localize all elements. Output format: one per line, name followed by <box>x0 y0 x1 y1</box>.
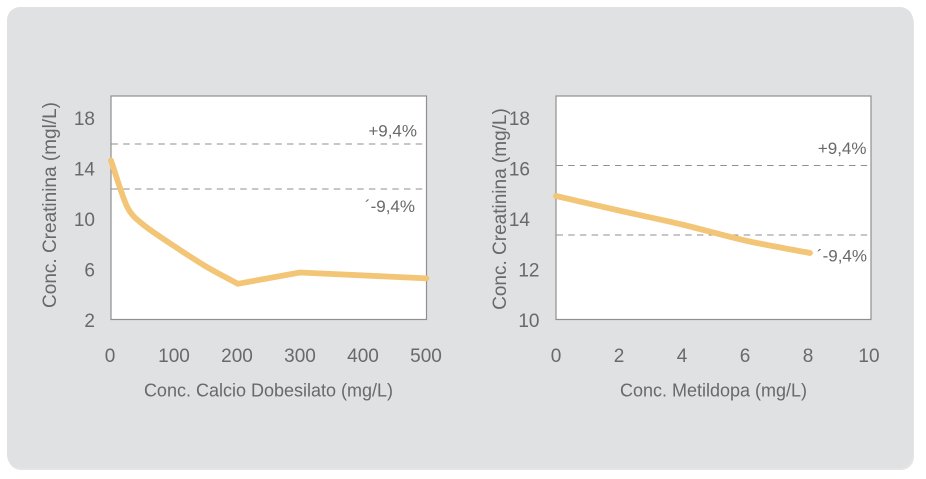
svg-text:0: 0 <box>105 346 116 367</box>
svg-text:14: 14 <box>509 210 531 231</box>
svg-text:14: 14 <box>74 159 96 180</box>
svg-text:+9,4%: +9,4% <box>368 122 417 141</box>
svg-text:18: 18 <box>509 109 530 130</box>
svg-text:2: 2 <box>614 346 625 367</box>
svg-text:8: 8 <box>803 346 814 367</box>
svg-text:Conc. Calcio Dobesilato (mg/L): Conc. Calcio Dobesilato (mg/L) <box>144 381 393 401</box>
svg-text:16: 16 <box>509 159 530 180</box>
svg-text:300: 300 <box>284 346 316 367</box>
svg-text:400: 400 <box>347 346 379 367</box>
svg-text:100: 100 <box>158 346 190 367</box>
svg-text:+9,4%: +9,4% <box>818 139 867 158</box>
svg-text:Conc. Creatinina (mgl/L): Conc. Creatinina (mgl/L) <box>40 102 61 308</box>
svg-text:10: 10 <box>74 210 95 231</box>
svg-text:0: 0 <box>551 346 562 367</box>
svg-text:´-9,4%: ´-9,4% <box>365 197 415 216</box>
svg-text:4: 4 <box>677 346 688 367</box>
svg-text:10: 10 <box>858 346 879 367</box>
svg-text:6: 6 <box>740 346 751 367</box>
svg-text:Conc. Metildopa (mg/L): Conc. Metildopa (mg/L) <box>620 381 807 401</box>
svg-text:Conc. Creatinina (mg/L): Conc. Creatinina (mg/L) <box>490 108 511 310</box>
svg-text:´-9,4%: ´-9,4% <box>817 247 867 266</box>
svg-text:500: 500 <box>410 346 442 367</box>
svg-text:200: 200 <box>221 346 253 367</box>
svg-text:18: 18 <box>74 109 95 130</box>
svg-text:12: 12 <box>518 260 539 281</box>
svg-text:2: 2 <box>84 311 95 332</box>
svg-text:6: 6 <box>84 260 95 281</box>
svg-text:10: 10 <box>518 311 539 332</box>
